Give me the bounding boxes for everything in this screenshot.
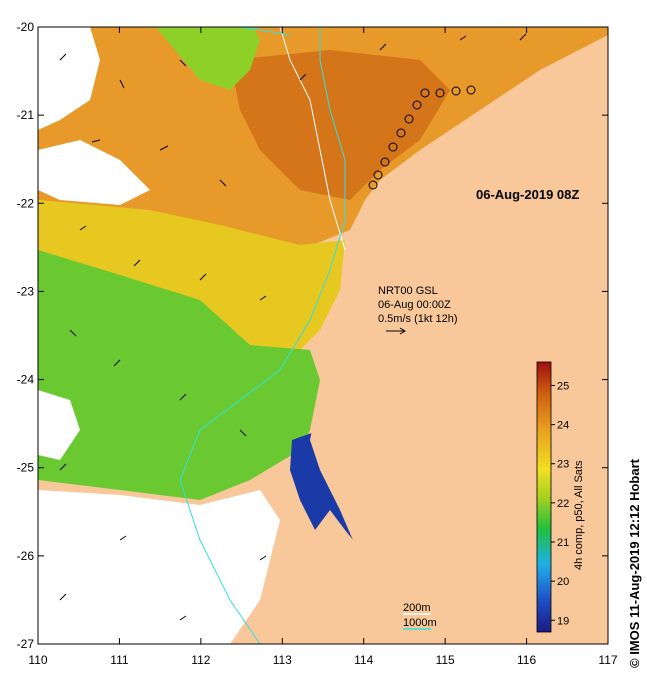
map-frame [37,26,609,645]
contour-1000m-n [239,27,291,36]
current-info-line1: NRT00 GSL [378,285,438,297]
float-track [368,85,476,190]
y-tick-label: -25 [17,461,35,475]
colorbar-title: 4h comp, p50, All Sats [573,460,585,570]
y-tick-label: -24 [17,373,35,387]
colorbar-tick-label: 20 [557,576,569,588]
legend-label-1000m: 1000m [403,617,437,629]
sst-yellow-band [38,200,345,350]
x-tick-label: 113 [273,653,292,667]
map-timestamp: 06-Aug-2019 08Z [476,187,579,202]
x-tick-label: 117 [598,653,617,667]
no-data-w2 [38,390,80,460]
y-tick-label: -21 [17,108,35,122]
x-axis: 110 111 112 113 114 115 116 117 [28,27,618,667]
colorbar [536,361,552,633]
colorbar-tick-label: 21 [557,537,569,549]
y-axis: -20 -21 -22 -23 -24 -25 -26 -27 [17,20,608,651]
no-data-nw [38,27,100,130]
contour-200m [279,27,346,251]
x-tick-label: 116 [517,653,536,667]
contour-1000m [179,27,346,644]
x-tick-label: 112 [191,653,210,667]
current-vectors [59,33,527,621]
map-canvas: NRT00 GSL 06-Aug 00:00Z 0.5m/s (1kt 12h)… [38,27,608,644]
y-tick-label: -20 [17,20,35,34]
current-info-line2: 06-Aug 00:00Z [378,299,451,311]
x-tick-label: 110 [28,653,47,667]
colorbar-ticks: 19 20 21 22 23 24 25 [551,380,569,627]
colorbar-tick-label: 23 [557,459,569,471]
sst-hot-core [230,50,450,200]
colorbar-tick-label: 24 [557,420,569,432]
no-data-south [38,490,280,644]
x-tick-label: 111 [110,653,129,667]
legend-label-200m: 200m [403,602,431,614]
peninsula [315,510,365,600]
x-tick-label: 115 [436,653,455,667]
y-tick-label: -22 [17,196,35,210]
y-tick-label: -23 [17,284,35,298]
current-info-line3: 0.5m/s (1kt 12h) [378,313,457,325]
y-tick-label: -27 [17,637,35,651]
x-tick-label: 114 [354,653,373,667]
y-tick-label: -26 [17,549,35,563]
colorbar-tick-label: 19 [557,615,569,627]
sst-green-mid [38,250,320,500]
colorbar-tick-label: 25 [557,380,569,392]
australia-coast [280,27,608,644]
no-data-w [38,140,150,205]
colorbar-tick-label: 22 [557,498,569,510]
credit-text: © IMOS 11-Aug-2019 12:12 Hobart [627,458,642,668]
sst-green-nw [155,27,260,90]
